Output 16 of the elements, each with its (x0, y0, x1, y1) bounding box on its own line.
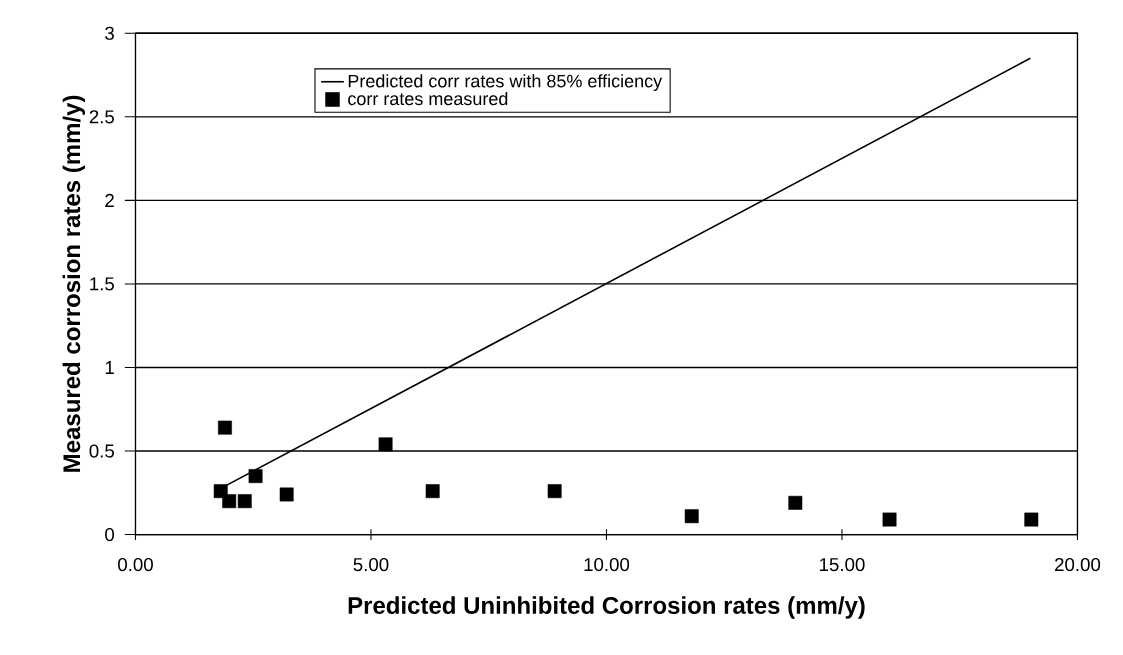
x-axis-title: Predicted Uninhibited Corrosion rates (mm/y) (348, 596, 865, 619)
x-tick-label: 20.00 (1055, 557, 1101, 572)
x-tick-label: 0.00 (118, 557, 153, 572)
y-axis-title: Measured corrosion rates (mm/y) (62, 95, 85, 472)
y-tick-label: 2.5 (89, 110, 114, 124)
x-tick-label: 15.00 (820, 557, 865, 572)
y-tick-label: 3 (105, 26, 114, 40)
y-tick-label: 2 (105, 193, 114, 207)
y-tick-label: 0.5 (89, 444, 114, 458)
legend-label: corr rates measured (348, 91, 508, 106)
x-tick-label: 5.00 (353, 557, 389, 572)
x-tick-label: 10.00 (584, 557, 630, 572)
y-tick-label: 0 (105, 527, 115, 542)
legend-label: Predicted corr rates with 85% efficiency (348, 74, 663, 92)
y-tick-label: 1.5 (90, 277, 114, 291)
y-tick-label: 1 (105, 361, 114, 374)
